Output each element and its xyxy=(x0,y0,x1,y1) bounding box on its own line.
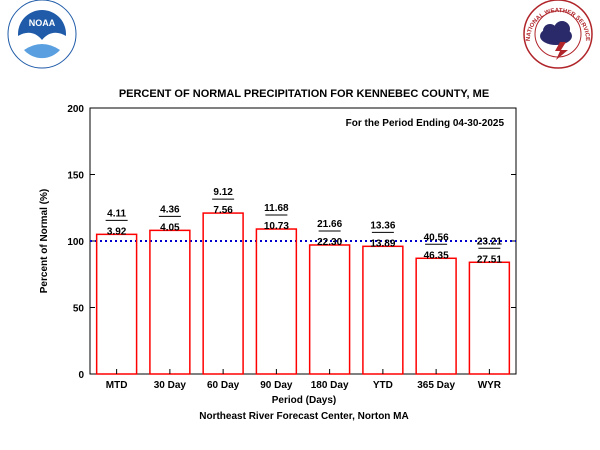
chart-title: PERCENT OF NORMAL PRECIPITATION FOR KENN… xyxy=(119,88,489,100)
x-tick-label: YTD xyxy=(373,380,393,391)
credit-label: Northeast River Forecast Center, Norton … xyxy=(199,411,409,422)
observed-value-label: 23.21 xyxy=(477,236,502,247)
y-tick-label: 0 xyxy=(78,370,84,381)
x-tick-label: 365 Day xyxy=(417,380,455,391)
x-tick-label: MTD xyxy=(106,380,128,391)
noaa-logo: NOAA xyxy=(7,0,77,69)
noaa-logo-text: NOAA xyxy=(29,18,56,28)
bar xyxy=(468,261,511,375)
y-tick-label: 200 xyxy=(67,104,84,115)
bar xyxy=(95,233,138,375)
normal-value-label: 10.73 xyxy=(264,221,289,232)
x-tick-label: 60 Day xyxy=(207,380,240,391)
bar xyxy=(149,229,191,375)
normal-value-label: 3.92 xyxy=(107,226,127,237)
bar xyxy=(255,228,298,375)
observed-value-label: 9.12 xyxy=(213,187,233,198)
x-tick-label: 180 Day xyxy=(311,380,349,391)
normal-value-label: 22.30 xyxy=(317,237,342,248)
plot-frame xyxy=(89,107,517,375)
observed-value-label: 40.56 xyxy=(424,232,449,243)
observed-value-label: 21.66 xyxy=(317,219,342,230)
x-tick-label: 90 Day xyxy=(260,380,293,391)
y-tick-label: 50 xyxy=(73,304,85,315)
normal-value-label: 46.35 xyxy=(424,250,449,261)
nws-logo: NATIONAL WEATHER SERVICE xyxy=(523,0,593,69)
observed-value-label: 4.11 xyxy=(107,208,126,219)
bars: 4.11 3.92 4.36 4.05 9.12 7.56 11.68 10.73 21.66 2… xyxy=(95,187,511,375)
x-tick-label: WYR xyxy=(478,380,502,391)
normal-value-label: 4.05 xyxy=(160,222,180,233)
normal-value-label: 27.51 xyxy=(477,254,502,265)
bar xyxy=(308,244,351,375)
bar xyxy=(415,257,457,375)
observed-value-label: 11.68 xyxy=(264,203,289,214)
y-tick-label: 100 xyxy=(67,237,84,248)
observed-value-label: 4.36 xyxy=(160,204,180,215)
x-tick-label: 30 Day xyxy=(154,380,187,391)
bar xyxy=(202,212,244,375)
period-annotation: For the Period Ending 04-30-2025 xyxy=(346,118,505,129)
y-axis-ticks: 0 50 100 150 200 xyxy=(67,104,516,381)
y-tick-label: 150 xyxy=(67,171,84,182)
bar xyxy=(362,245,404,375)
x-axis-label: Period (Days) xyxy=(272,395,336,406)
y-axis-label: Percent of Normal (%) xyxy=(39,189,50,293)
observed-value-label: 13.36 xyxy=(370,220,395,231)
normal-value-label: 13.89 xyxy=(370,238,395,249)
normal-value-label: 7.56 xyxy=(213,205,233,216)
x-axis-ticks: MTD 30 Day 60 Day 90 Day 180 Day YTD 365 Day WY… xyxy=(106,369,502,391)
